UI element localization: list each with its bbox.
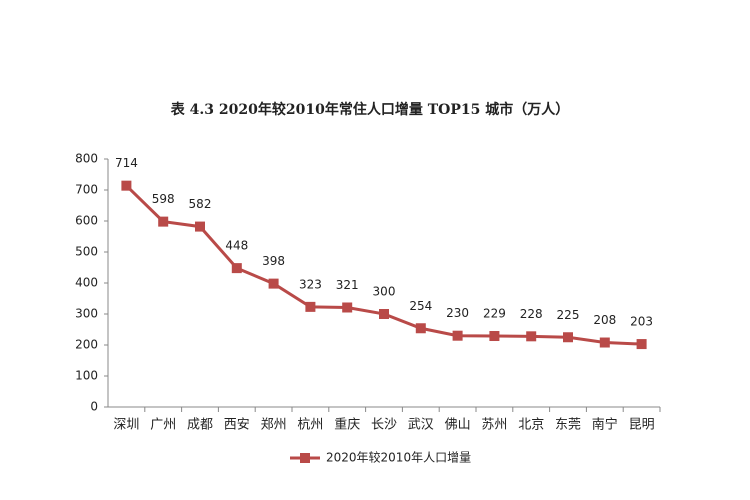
data-label: 323: [299, 277, 322, 291]
y-tick-label: 400: [75, 276, 98, 290]
marker: [195, 221, 205, 232]
marker: [563, 332, 573, 343]
data-label: 300: [373, 285, 396, 299]
data-label: 254: [409, 299, 432, 313]
y-tick-label: 700: [75, 183, 98, 197]
x-tick-label: 东莞: [555, 418, 581, 433]
y-tick-label: 300: [75, 307, 98, 321]
x-tick-label: 广州: [150, 418, 176, 433]
x-tick-label: 佛山: [445, 418, 471, 433]
marker: [158, 216, 169, 227]
data-label: 225: [557, 308, 580, 322]
legend-marker: [300, 453, 310, 463]
data-label: 229: [483, 307, 506, 321]
x-tick-label: 昆明: [629, 418, 655, 433]
x-tick-label: 南宁: [592, 417, 618, 433]
marker: [489, 331, 500, 342]
data-label: 448: [225, 239, 248, 253]
marker: [121, 180, 132, 191]
marker: [305, 301, 316, 312]
marker: [636, 339, 647, 350]
marker: [415, 323, 426, 334]
data-label: 598: [152, 192, 175, 206]
marker: [268, 278, 279, 289]
y-tick-label: 500: [75, 245, 98, 259]
x-tick-label: 西安: [224, 418, 250, 433]
x-tick-label: 杭州: [297, 418, 323, 433]
data-label: 228: [520, 307, 543, 321]
marker: [342, 302, 353, 313]
data-label: 230: [446, 306, 469, 320]
data-label: 398: [262, 254, 285, 268]
y-tick-label: 100: [75, 369, 98, 383]
marker: [231, 263, 242, 274]
y-tick-label: 200: [75, 338, 98, 352]
data-label: 321: [336, 278, 359, 292]
x-tick-label: 成都: [187, 418, 213, 433]
marker: [379, 309, 389, 319]
data-label: 582: [189, 197, 212, 211]
y-tick-label: 800: [75, 152, 98, 166]
legend-label: 2020年较2010年人口增量: [326, 450, 471, 465]
marker: [452, 330, 463, 341]
x-tick-label: 深圳: [113, 418, 139, 433]
x-tick-label: 苏州: [481, 417, 507, 433]
chart-title: 表 4.3 2020年较2010年常住人口增量 TOP15 城市（万人）: [170, 101, 569, 118]
data-label: 203: [630, 315, 653, 329]
marker: [599, 337, 610, 348]
x-tick-label: 武汉: [408, 418, 434, 433]
x-tick-label: 长沙: [371, 418, 397, 433]
x-tick-label: 郑州: [261, 418, 287, 433]
data-label: 208: [593, 313, 616, 327]
x-tick-label: 重庆: [334, 417, 360, 433]
marker: [526, 331, 537, 342]
x-tick-label: 北京: [518, 418, 544, 433]
y-tick-label: 0: [90, 400, 98, 414]
data-label: 714: [115, 156, 138, 170]
y-tick-label: 600: [75, 214, 98, 228]
